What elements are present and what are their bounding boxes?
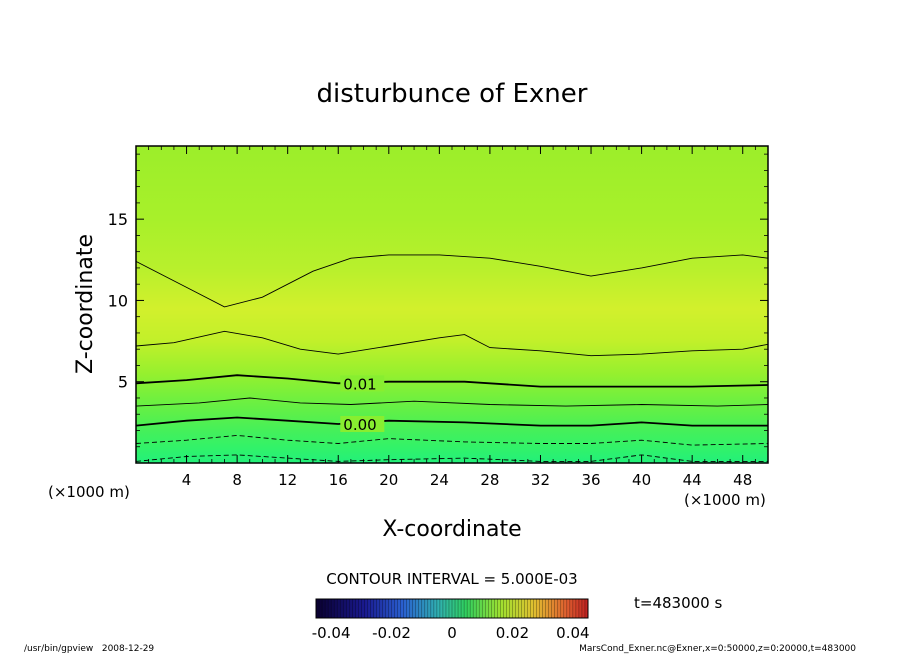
contour-label-bg-0	[340, 375, 385, 392]
x-tick-label-10: 44	[683, 471, 702, 489]
colorbar-ticks: -0.04 -0.02 0 0.02 0.04	[312, 624, 590, 642]
contour-line-5	[136, 434, 768, 446]
contour-line-4	[136, 416, 768, 427]
contour-line-1	[136, 330, 768, 357]
x-tick-label-0: 4	[182, 471, 192, 489]
y-tick-label-2: 15	[108, 210, 128, 229]
contour-interval: CONTOUR INTERVAL = 5.000E-03	[326, 570, 577, 588]
x-tick-label-3: 16	[329, 471, 348, 489]
x-unit-left: (×1000 m)	[48, 483, 130, 501]
x-tick-label-5: 24	[430, 471, 449, 489]
contour-label-1: 0.00	[343, 416, 376, 434]
x-unit-right: (×1000 m)	[684, 491, 766, 509]
colorbar-tick-label-0: -0.04	[312, 624, 351, 642]
heatmap-field	[136, 146, 768, 463]
colorbar-tick-label-1: -0.02	[372, 624, 411, 642]
contour-lines	[136, 254, 768, 462]
x-axis: 4 8 12 16 20 24 28 32 36 40 44 48	[148, 146, 756, 489]
x-tick-label-11: 48	[733, 471, 752, 489]
y-tick-label-1: 10	[108, 291, 128, 310]
x-tick-label-8: 36	[581, 471, 600, 489]
time-label: t=483000 s	[634, 594, 722, 612]
y-axis: 5 10 15	[108, 153, 768, 448]
x-axis-label: X-coordinate	[382, 517, 521, 542]
x-tick-label-1: 8	[232, 471, 242, 489]
y-tick-label-0: 5	[118, 373, 128, 392]
contour-line-2	[136, 374, 768, 388]
contour-label-0: 0.01	[343, 375, 376, 393]
contour-line-3	[136, 397, 768, 407]
x-tick-label-9: 40	[632, 471, 651, 489]
contour-label-bg-1	[340, 415, 385, 432]
contour-line-6	[136, 454, 768, 462]
colorbar-frame	[315, 598, 589, 619]
chart-title: disturbunce of Exner	[317, 79, 588, 109]
colorbar-tick-label-3: 0.02	[496, 624, 529, 642]
x-tick-label-7: 32	[531, 471, 550, 489]
contour-line-0	[136, 254, 768, 308]
x-tick-label-2: 12	[278, 471, 297, 489]
colorbar-tick-label-4: 0.04	[556, 624, 589, 642]
colorbar-stripes	[318, 599, 586, 618]
y-axis-label: Z-coordinate	[73, 234, 98, 374]
contour-labels: 0.01 0.00	[340, 375, 385, 434]
footer-left: /usr/bin/gpview 2008-12-29	[24, 644, 154, 654]
x-tick-label-4: 20	[379, 471, 398, 489]
colorbar-tick-label-2: 0	[447, 624, 457, 642]
x-tick-label-6: 28	[480, 471, 499, 489]
footer-right: MarsCond_Exner.nc@Exner,x=0:50000,z=0:20…	[579, 644, 856, 654]
